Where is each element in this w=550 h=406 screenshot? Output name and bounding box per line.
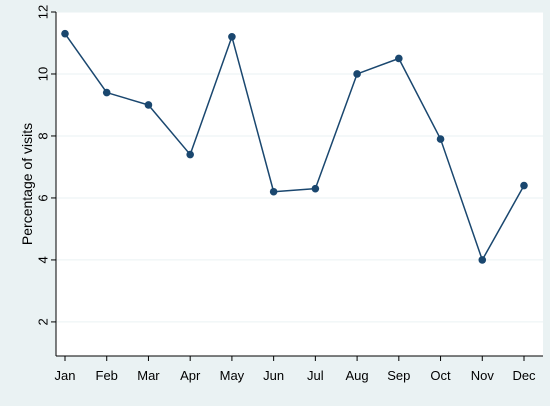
- data-point: [311, 184, 320, 193]
- x-tick-label: Nov: [471, 368, 495, 383]
- data-point: [395, 54, 403, 63]
- y-tick-label: 12: [36, 5, 51, 19]
- data-point: [102, 88, 111, 97]
- plot-area: [56, 12, 543, 356]
- series-line: [64, 33, 525, 261]
- y-tick-label: 8: [36, 132, 51, 139]
- x-tick-label: Sep: [387, 368, 410, 383]
- gridlines: [56, 11, 543, 323]
- x-tick-label: Jun: [263, 368, 284, 383]
- x-tick-label: Dec: [512, 368, 536, 383]
- y-tick-label: 6: [36, 194, 51, 201]
- data-point: [186, 150, 194, 159]
- data-point: [478, 256, 487, 264]
- data-point: [228, 32, 236, 41]
- y-axis-label: Percentage of visits: [19, 123, 35, 245]
- x-tick-label: Jul: [307, 368, 324, 383]
- axes: [51, 11, 543, 361]
- x-tick-label: Oct: [430, 368, 451, 383]
- y-tick-label: 2: [36, 318, 51, 325]
- y-tick-label: 4: [36, 256, 51, 263]
- y-tick-label: 10: [36, 67, 51, 81]
- x-tick-label: Feb: [96, 368, 118, 383]
- series-layer: [61, 29, 528, 264]
- data-point: [61, 29, 69, 38]
- x-tick-label: Apr: [180, 368, 201, 383]
- data-point: [520, 181, 528, 190]
- tick-labels: 2 4 6 8 10 12 Jan Feb Mar Apr May Jun Jul Aug Sep Oct No…: [36, 5, 537, 383]
- data-point: [269, 187, 278, 196]
- x-tick-label: May: [220, 368, 245, 383]
- x-tick-label: Aug: [346, 368, 369, 383]
- x-tick-label: Jan: [55, 368, 76, 383]
- data-point: [436, 135, 445, 143]
- data-point: [353, 70, 361, 78]
- data-point: [144, 101, 153, 109]
- x-tick-label: Mar: [137, 368, 160, 383]
